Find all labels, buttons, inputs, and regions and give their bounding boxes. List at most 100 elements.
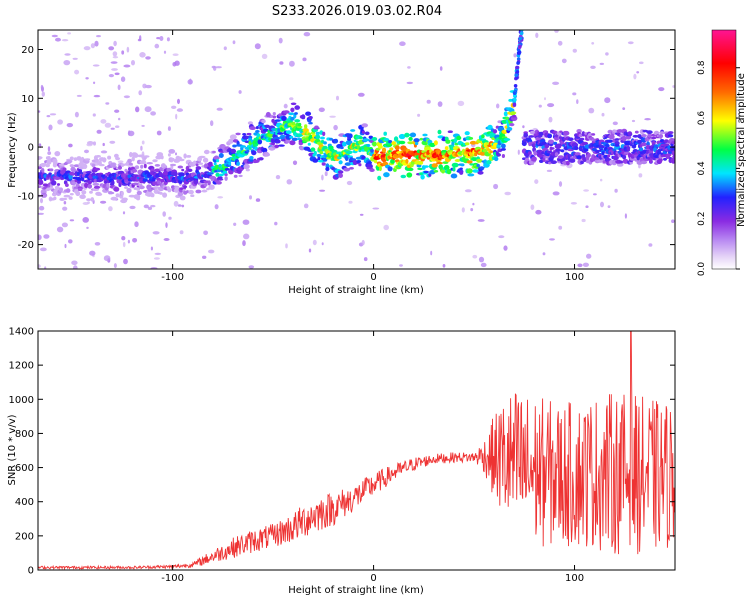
spectrogram-cell xyxy=(171,105,177,110)
spectrogram-cell xyxy=(71,172,75,176)
spectrogram-cells xyxy=(38,30,675,269)
spectrogram-cell xyxy=(321,174,324,181)
spectrogram-cell xyxy=(243,233,250,240)
spectrogram-cell xyxy=(338,160,343,165)
spectrogram-cell xyxy=(560,149,565,153)
spectrogram-cell xyxy=(514,73,518,77)
spectrogram-cell xyxy=(127,174,132,179)
spectrogram-cell xyxy=(106,182,110,188)
colorbar-tick-label: 0.0 xyxy=(697,262,707,277)
spectrogram-cell xyxy=(167,153,171,157)
spectrogram-cell xyxy=(224,168,230,171)
spectrogram-cell xyxy=(177,204,182,207)
spectrogram-cell xyxy=(518,36,523,41)
spectrogram-cell xyxy=(56,183,61,186)
spectrogram-cell xyxy=(82,217,89,223)
spectrogram-cell xyxy=(324,171,328,177)
spectrogram-cell xyxy=(627,131,633,136)
spectrogram-cell xyxy=(437,135,444,139)
spectrogram-cell xyxy=(388,140,393,144)
spectrogram-cell xyxy=(69,193,74,196)
spectrogram-cell xyxy=(478,256,485,263)
spectrogram-cell xyxy=(408,136,413,141)
spectrogram-cell xyxy=(210,120,214,127)
spectrogram-cell xyxy=(63,60,71,66)
spectrogram-cell xyxy=(621,135,627,142)
spectrogram-cell xyxy=(235,132,241,136)
spectrogram-cell xyxy=(215,181,222,185)
spectrogram-cell xyxy=(457,100,465,107)
spectrogram-cell xyxy=(72,57,78,60)
spectrogram-cell xyxy=(177,191,183,197)
spectrogram-cell xyxy=(547,139,555,144)
spectrogram-cell xyxy=(38,264,41,268)
spectrogram-cell xyxy=(150,246,153,251)
spectrogram-cell xyxy=(417,167,424,171)
spectrogram-cell xyxy=(86,143,93,147)
spectrogram-cell xyxy=(103,255,111,262)
spectrogram-cell xyxy=(641,134,647,138)
spectrogram-cell xyxy=(658,157,663,163)
spectrogram-cell xyxy=(521,141,527,147)
colorbar-label: Normalized spectral amplitude xyxy=(736,73,747,227)
spectrogram-cell xyxy=(160,178,165,183)
spectrogram-cell xyxy=(87,180,93,185)
spectrogram-cell xyxy=(638,163,641,169)
spectrogram-cell xyxy=(143,163,147,169)
spectrogram-cell xyxy=(162,211,166,217)
spectrogram-cell xyxy=(162,192,168,198)
spectrogram-cell xyxy=(110,127,115,130)
spectrogram-cell xyxy=(181,204,185,208)
spectrogram-cell xyxy=(431,163,438,168)
spectrogram-cell xyxy=(383,131,388,136)
spectrogram-cell xyxy=(145,84,152,89)
spectrogram-cell xyxy=(152,231,160,235)
spectrogram-cell xyxy=(535,209,542,215)
spectrogram-cell xyxy=(238,174,243,178)
spectrogram-cell xyxy=(472,169,480,173)
spectrogram-cell xyxy=(430,250,433,256)
spectrogram-cell xyxy=(73,265,78,269)
spectrogram-cell xyxy=(601,151,605,156)
spectrogram-cell xyxy=(516,57,521,61)
spectrogram-cell xyxy=(436,161,443,165)
spectrogram-cell xyxy=(503,111,508,117)
spectrogram-cell xyxy=(407,141,414,145)
spectrogram-cell xyxy=(538,145,542,149)
spectrogram-cell xyxy=(289,97,294,101)
spectrogram-cell xyxy=(648,243,653,247)
spectrogram-cell xyxy=(513,97,517,102)
spectrogram-cell xyxy=(51,34,58,38)
spectrogram-cell xyxy=(554,30,559,33)
spectrogram-cell xyxy=(345,150,353,155)
spectrogram-cell xyxy=(357,92,365,97)
spectrogram-cell xyxy=(558,225,563,230)
spectrogram-cell xyxy=(69,156,74,161)
spectrogram-cell xyxy=(118,165,122,170)
spectrogram-cell xyxy=(38,110,41,113)
spectrogram-cell xyxy=(371,137,378,141)
spectrogram-cell xyxy=(319,150,324,155)
spectrogram-cell xyxy=(114,153,119,158)
spectrogram-cell xyxy=(496,103,500,109)
spectrogram-cell xyxy=(367,161,372,165)
spectrogram-cell xyxy=(468,137,474,140)
spectrogram-cell xyxy=(511,115,518,121)
spectrogram-cell xyxy=(313,150,317,156)
spectrogram-cell xyxy=(249,126,256,130)
spectrogram-cell xyxy=(82,202,90,205)
spectrogram-cell xyxy=(515,65,519,70)
spectrogram-cell xyxy=(249,156,254,160)
spectrogram-cell xyxy=(297,122,302,127)
spectrogram-cell xyxy=(242,240,246,247)
spectrogram-cell xyxy=(289,140,296,146)
spectrogram-cell xyxy=(439,66,443,71)
spectrogram-cell xyxy=(320,136,325,140)
spectrogram-cell xyxy=(601,112,605,117)
spectrogram-cell xyxy=(77,181,81,184)
spectrogram-x-ticks: -100 0 100 xyxy=(161,30,584,283)
spectrogram-cell xyxy=(107,155,112,160)
spectrogram-cell xyxy=(41,91,45,97)
spectrogram-cell xyxy=(274,144,280,148)
spectrogram-cell xyxy=(290,102,297,106)
